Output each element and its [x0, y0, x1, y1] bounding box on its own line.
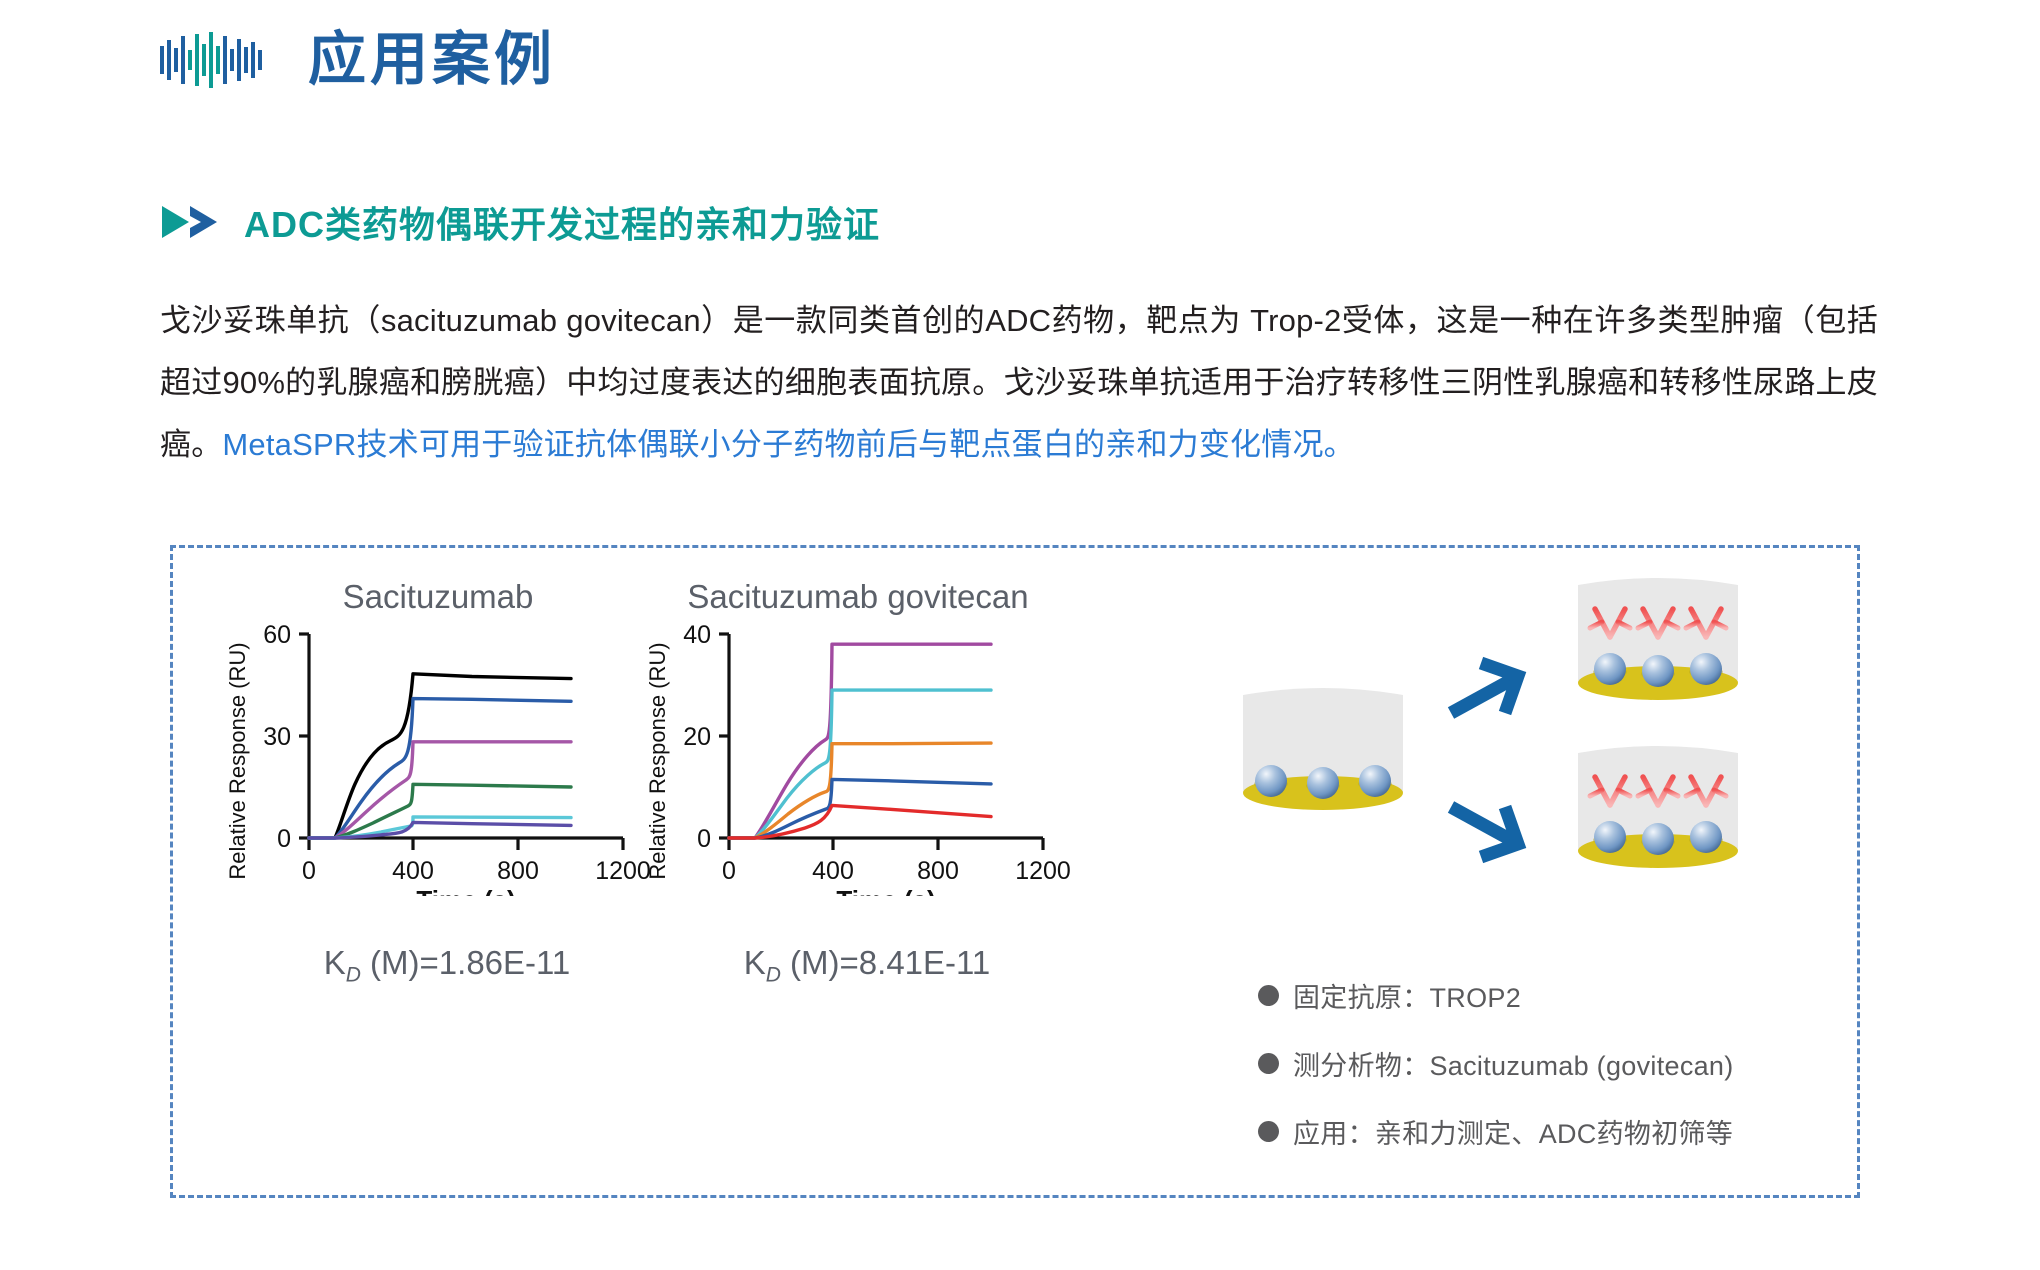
svg-text:1200: 1200	[1015, 857, 1071, 885]
svg-text:Time (s): Time (s)	[836, 885, 935, 896]
arrow-down-right-icon	[1447, 801, 1527, 864]
section-subtitle-row: ADC类药物偶联开发过程的亲和力验证	[160, 196, 880, 248]
waveform-icon	[160, 30, 270, 90]
svg-text:1200: 1200	[595, 857, 651, 885]
bullet-label: 测分析物：Sacituzumab (govitecan)	[1293, 1051, 1734, 1081]
paragraph-main-text: 戈沙妥珠单抗（sacituzumab govitecan）是一款同类首创的ADC…	[160, 303, 1878, 462]
svg-text:400: 400	[392, 857, 434, 885]
section-subtitle: ADC类药物偶联开发过程的亲和力验证	[244, 204, 880, 245]
kd-prefix: K	[323, 944, 346, 981]
svg-text:800: 800	[917, 857, 959, 885]
svg-text:Time (s): Time (s)	[416, 885, 515, 896]
bullet-dot-icon	[1258, 1121, 1279, 1142]
chart-1-kd-label: KD (M)=1.86E-11	[241, 944, 653, 988]
bullet-label: 应用：亲和力测定、ADC药物初筛等	[1293, 1119, 1734, 1149]
svg-text:Relative Response (RU): Relative Response (RU)	[645, 642, 670, 879]
chip-source	[1243, 688, 1403, 810]
svg-text:30: 30	[263, 723, 291, 751]
paragraph-highlight-text: MetaSPR技术可用于验证抗体偶联小分子药物前后与靶点蛋白的亲和力变化情况。	[222, 427, 1355, 462]
kd-prefix: K	[743, 944, 766, 981]
figure-panel: Sacituzumab Relative Response (RU) 0 30 …	[170, 545, 1860, 1198]
chip-result-bottom	[1578, 746, 1738, 868]
chart-sacituzumab-govitecan: Sacituzumab govitecan Relative Response …	[643, 548, 1073, 988]
svg-text:Relative Response (RU): Relative Response (RU)	[225, 642, 250, 879]
bullet-dot-icon	[1258, 985, 1279, 1006]
spr-chip-binding-diagram	[1213, 563, 1773, 958]
bullet-dot-icon	[1258, 1053, 1279, 1074]
svg-text:60: 60	[263, 621, 291, 649]
chip-result-top	[1578, 578, 1738, 700]
svg-text:0: 0	[277, 825, 291, 853]
chart-1-title: Sacituzumab	[342, 578, 534, 615]
kd-value: (M)=1.86E-11	[360, 944, 571, 981]
chart-2-title: Sacituzumab govitecan	[687, 578, 1029, 615]
kd-subscript: D	[765, 963, 781, 987]
body-paragraph: 戈沙妥珠单抗（sacituzumab govitecan）是一款同类首创的ADC…	[160, 290, 1878, 476]
page-title: 应用案例	[308, 27, 557, 92]
page-header: 应用案例	[160, 30, 556, 90]
svg-text:800: 800	[497, 857, 539, 885]
chart-1-plot: Relative Response (RU) 0 30 60 0 400 800…	[225, 621, 651, 896]
svg-text:400: 400	[812, 857, 854, 885]
info-bullet-list: 固定抗原：TROP2 测分析物：Sacituzumab (govitecan) …	[1258, 976, 1734, 1180]
svg-text:0: 0	[722, 857, 736, 885]
kd-subscript: D	[345, 963, 361, 987]
chart-2-kd-label: KD (M)=8.41E-11	[661, 944, 1073, 988]
arrow-up-right-icon	[1447, 656, 1527, 719]
chart-2-plot: Relative Response (RU) 0 20 40 0 400 800…	[645, 621, 1071, 896]
svg-text:20: 20	[683, 723, 711, 751]
svg-text:40: 40	[683, 621, 711, 649]
list-item: 应用：亲和力测定、ADC药物初筛等	[1258, 1112, 1734, 1151]
chart-sacituzumab: Sacituzumab Relative Response (RU) 0 30 …	[223, 548, 653, 988]
svg-text:0: 0	[302, 857, 316, 885]
kd-value: (M)=8.41E-11	[780, 944, 991, 981]
list-item: 固定抗原：TROP2	[1258, 976, 1734, 1015]
list-item: 测分析物：Sacituzumab (govitecan)	[1258, 1044, 1734, 1083]
bullet-label: 固定抗原：TROP2	[1293, 983, 1522, 1013]
double-chevron-icon	[160, 203, 222, 241]
svg-text:0: 0	[697, 825, 711, 853]
